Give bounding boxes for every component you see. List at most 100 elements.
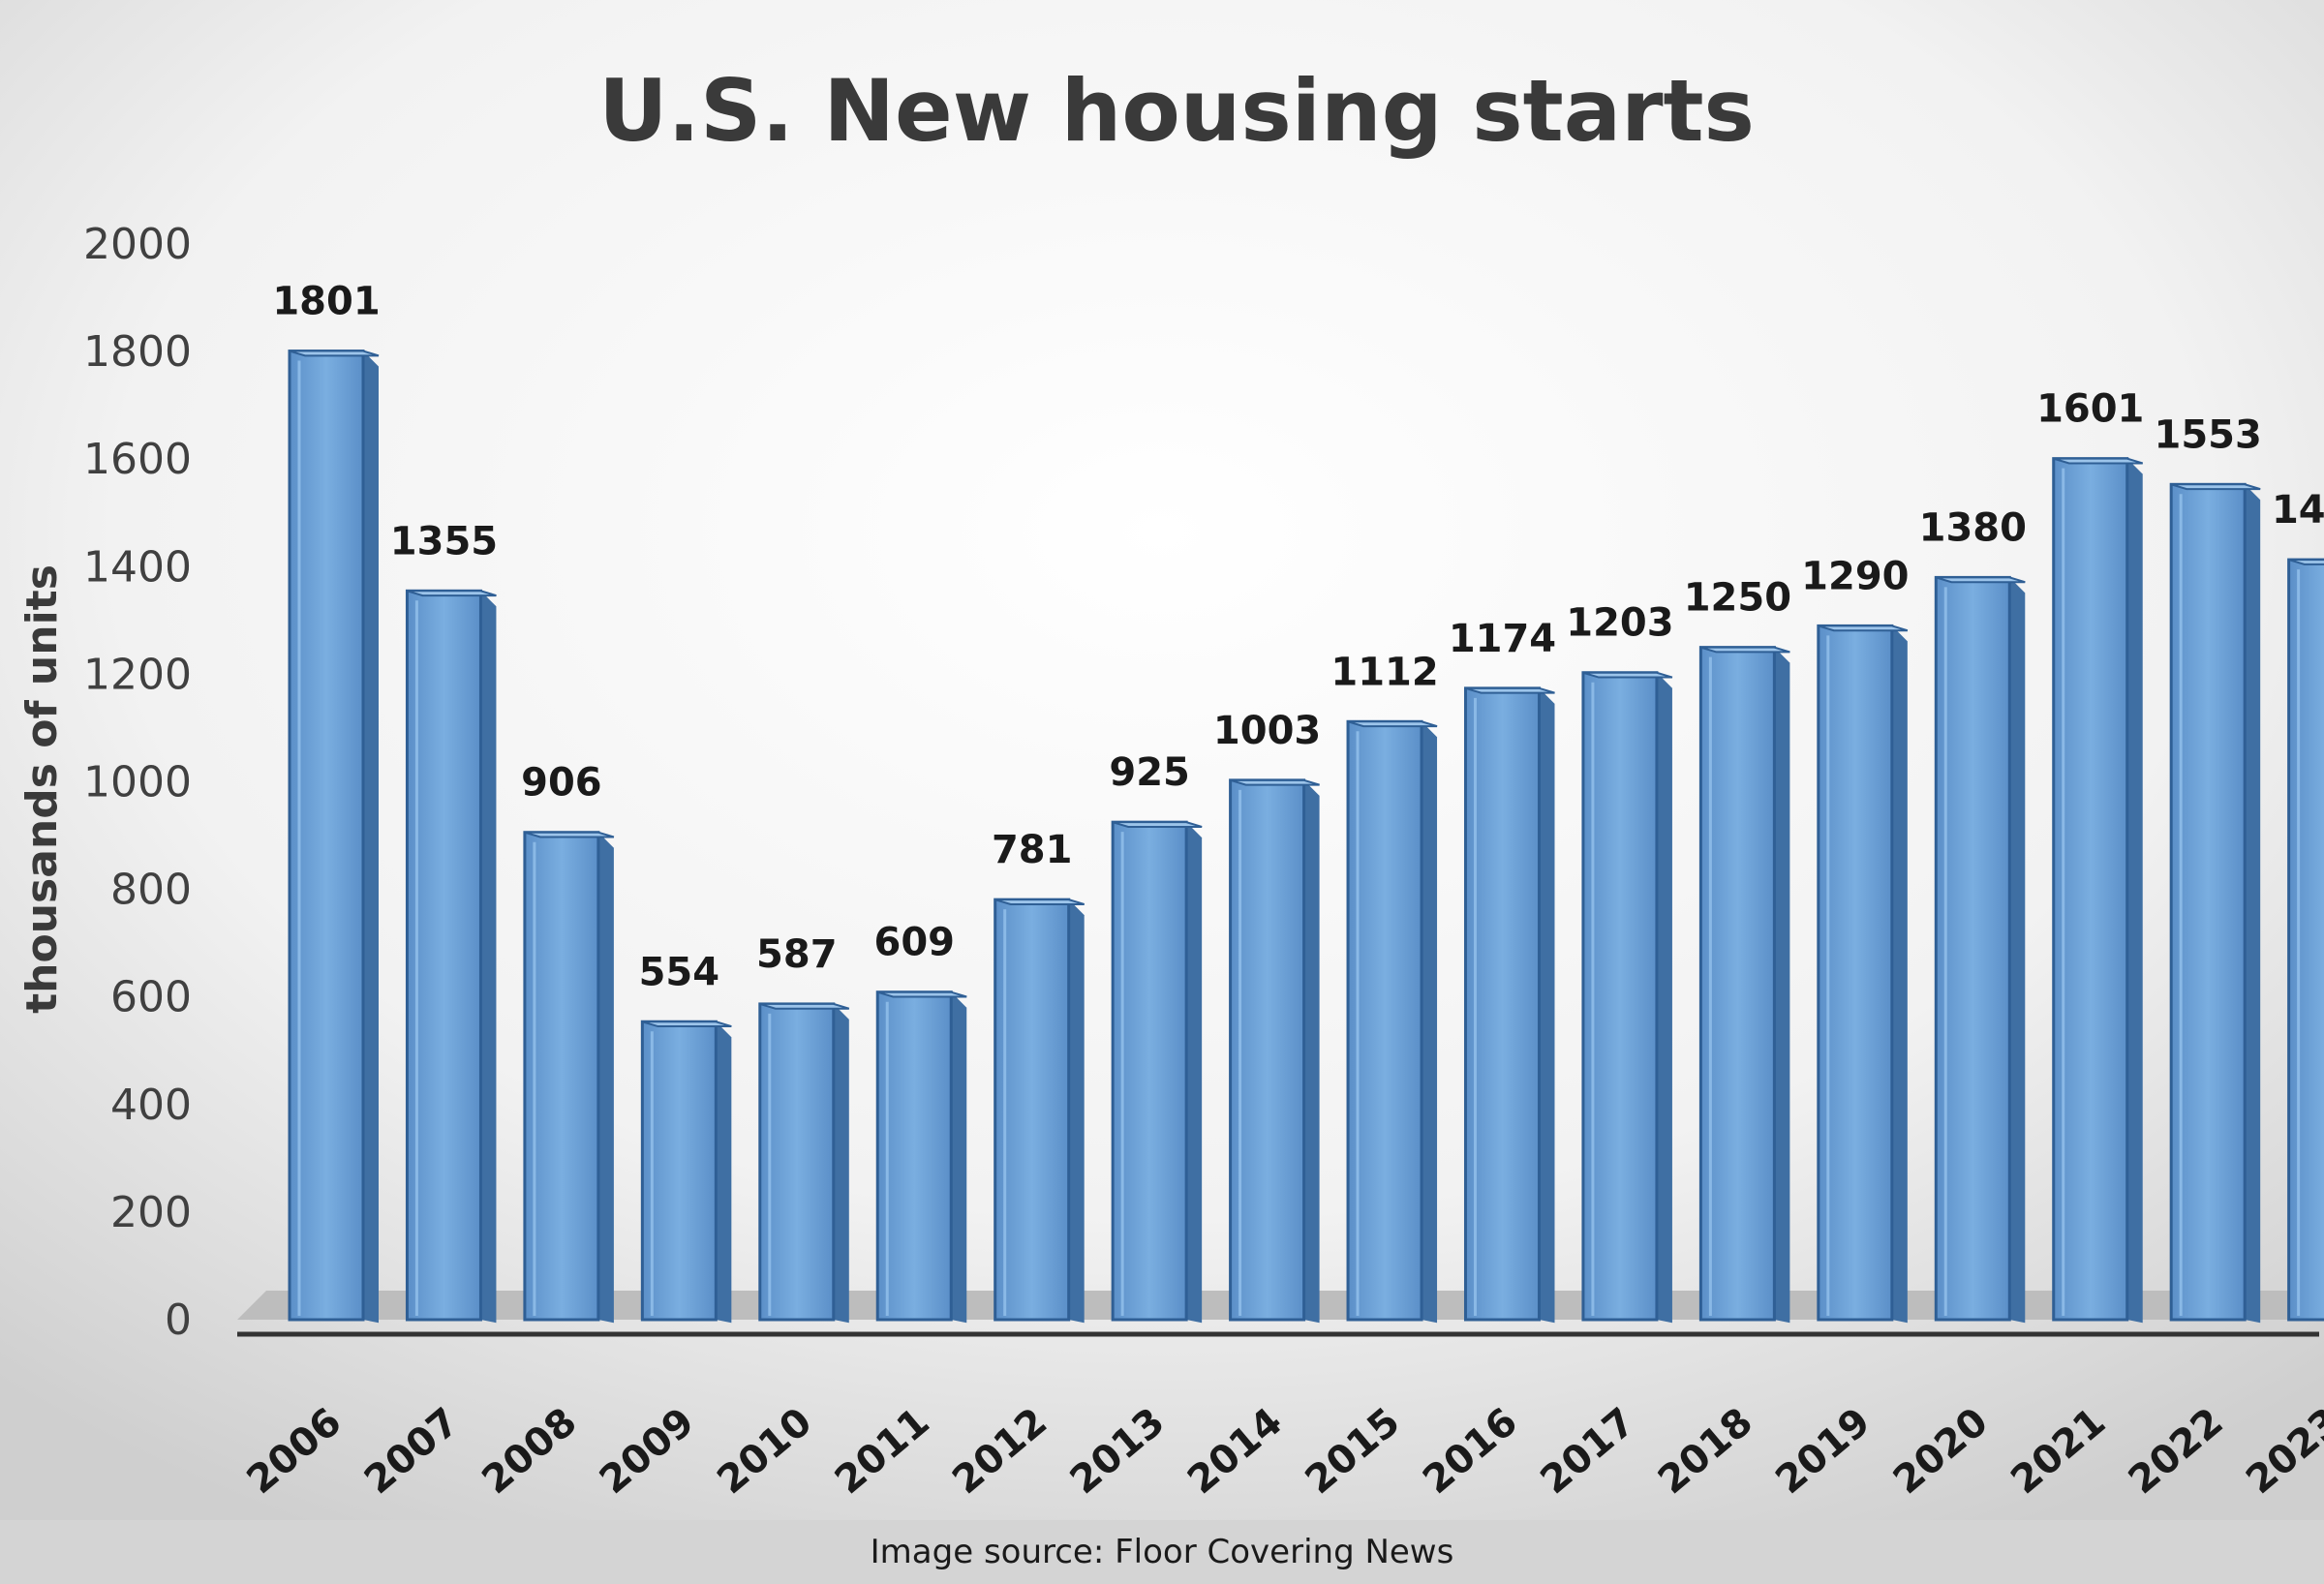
bar-top-face [289, 350, 380, 357]
bar-front-face [2169, 482, 2247, 1322]
data-label: 1250 [1684, 576, 1791, 621]
bar-chart: 0 200 400 600 800 1000 1200 1400 1600 1800 2000 18… [0, 0, 2324, 1520]
bar-2023 [2287, 558, 2324, 1322]
bar-top-face [2053, 457, 2144, 465]
y-tick-label: 1000 [83, 758, 192, 807]
bar-side-face [951, 991, 967, 1324]
data-label: 587 [756, 932, 838, 977]
y-tick-label: 200 [110, 1188, 192, 1237]
bar-front-face [758, 1002, 836, 1322]
data-label: 1553 [2155, 412, 2262, 457]
bar-top-face [1935, 576, 2026, 584]
data-label: 1174 [1449, 617, 1556, 661]
bar-2013 [1111, 820, 1203, 1324]
bar-side-face [2126, 458, 2143, 1324]
bar-top-face [524, 831, 615, 838]
bar-side-face [2009, 577, 2026, 1324]
data-label: 609 [873, 921, 955, 965]
y-tick-label: 0 [165, 1295, 192, 1345]
bar-front-face [1817, 624, 1894, 1322]
bar-2010 [758, 1002, 850, 1324]
bar-2009 [640, 1020, 732, 1324]
image-source-caption: Image source: Floor Covering News [0, 1520, 2324, 1584]
data-label: 1355 [390, 519, 498, 564]
bar-side-face [833, 1003, 849, 1324]
bar-top-face [1347, 720, 1438, 728]
bar-front-face [994, 898, 1071, 1322]
bar-2017 [1581, 671, 1673, 1324]
y-tick-label: 400 [110, 1081, 192, 1130]
y-tick-label: 1400 [83, 542, 192, 592]
bar-2011 [875, 990, 967, 1324]
data-label: 925 [1109, 750, 1190, 795]
data-label: 1112 [1330, 650, 1438, 694]
y-axis-title: thousands of units [17, 564, 67, 1014]
bar-2021 [2052, 457, 2144, 1324]
data-label: 554 [639, 950, 720, 994]
y-tick-label: 1600 [83, 435, 192, 484]
bar-front-face [1229, 778, 1306, 1322]
bar-2014 [1229, 778, 1320, 1324]
bar-top-face [2288, 559, 2324, 565]
bar-top-face [407, 590, 497, 597]
bar-front-face [875, 990, 953, 1322]
bar-front-face [2052, 457, 2129, 1322]
data-label: 1413 [2272, 488, 2324, 533]
bar-front-face [1346, 719, 1423, 1322]
bar-front-face [523, 831, 600, 1322]
bar-side-face [2245, 484, 2261, 1324]
bar-top-face [1582, 671, 1673, 679]
data-label: 1801 [272, 280, 380, 324]
bar-top-face [642, 1020, 732, 1028]
bar-side-face [1656, 672, 1672, 1324]
bar-side-face [1891, 625, 1908, 1324]
data-label: 1003 [1213, 709, 1321, 753]
bar-2008 [523, 831, 615, 1324]
bar-top-face [1818, 624, 1909, 632]
bar-2006 [288, 350, 380, 1324]
y-tick-label: 2000 [83, 220, 192, 269]
bar-top-face [1465, 686, 1555, 694]
bar-top-face [1230, 778, 1320, 786]
bar-top-face [759, 1002, 850, 1010]
bar-side-face [716, 1021, 732, 1324]
bar-side-face [363, 350, 379, 1324]
bar-front-face [1934, 575, 2011, 1322]
bar-side-face [1774, 647, 1790, 1324]
chart-title: U.S. New housing starts [598, 61, 1755, 161]
bar-2015 [1346, 719, 1438, 1324]
y-tick-label: 800 [110, 866, 192, 915]
bar-side-face [1539, 687, 1555, 1324]
bar-2012 [994, 898, 1085, 1324]
bar-2022 [2169, 482, 2261, 1324]
bar-front-face [1463, 686, 1541, 1322]
bar-side-face [1186, 822, 1203, 1324]
bar-front-face [2287, 558, 2324, 1322]
bar-side-face [597, 832, 614, 1324]
data-label: 906 [521, 761, 602, 806]
bar-2018 [1698, 646, 1790, 1324]
bar-2007 [405, 589, 497, 1324]
bar-2016 [1463, 686, 1555, 1324]
bar-2020 [1934, 575, 2026, 1324]
bar-2019 [1817, 624, 1909, 1324]
data-label: 1203 [1566, 601, 1673, 646]
bar-top-face [994, 899, 1085, 905]
bar-side-face [480, 591, 497, 1324]
bar-side-face [1068, 899, 1085, 1324]
data-label: 1601 [2036, 387, 2144, 432]
bar-top-face [1700, 646, 1790, 654]
bar-top-face [1112, 821, 1203, 828]
bar-side-face [1303, 779, 1320, 1324]
bar-side-face [1422, 721, 1438, 1324]
bar-front-face [288, 350, 365, 1322]
data-label: 781 [992, 828, 1073, 872]
bar-front-face [1581, 671, 1659, 1322]
bar-top-face [2170, 483, 2261, 491]
data-label: 1290 [1801, 554, 1909, 598]
y-tick-label: 1800 [83, 327, 192, 377]
bar-top-face [876, 990, 967, 998]
y-tick-label: 1200 [83, 650, 192, 699]
y-tick-label: 600 [110, 973, 192, 1022]
